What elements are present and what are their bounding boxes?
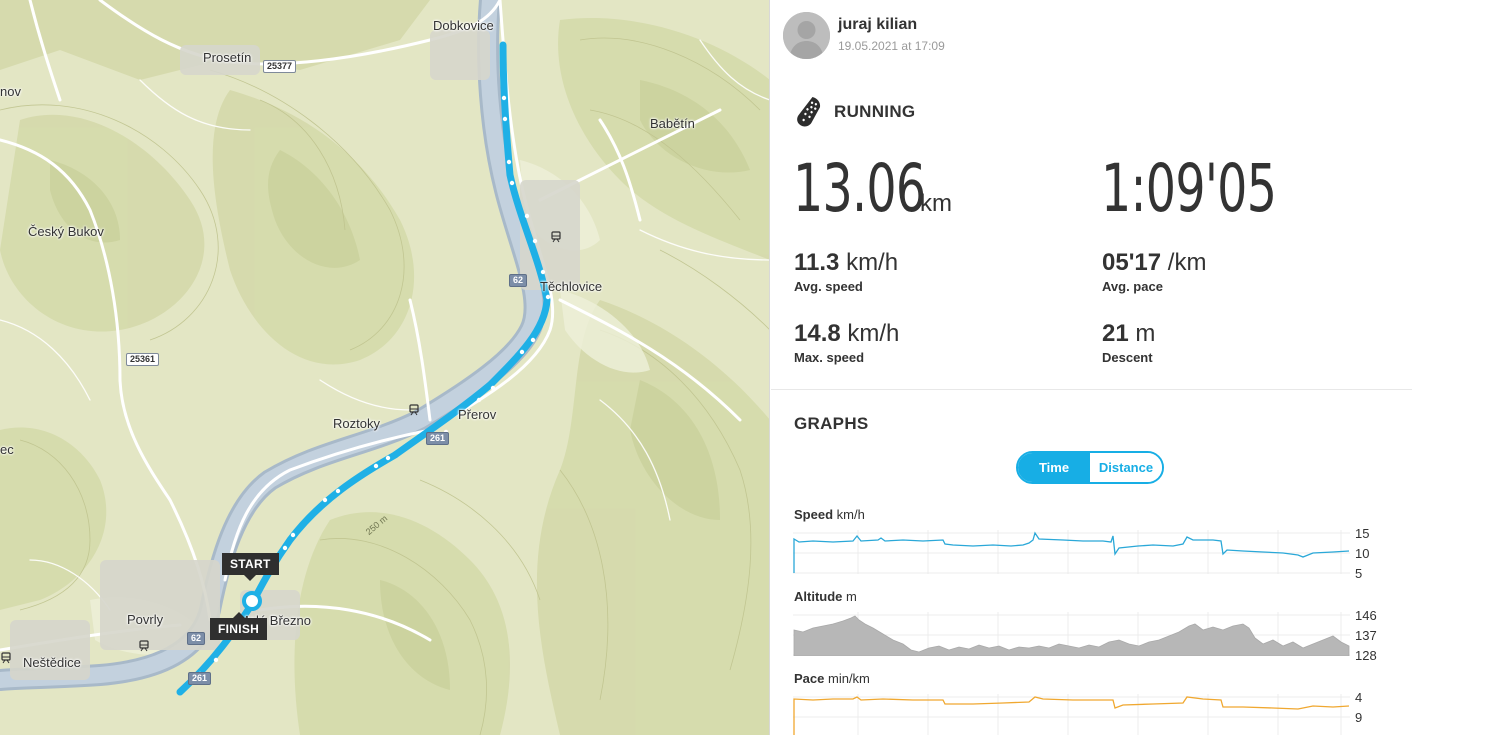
- altitude-tick: 128: [1355, 648, 1377, 663]
- avg-pace-unit: /km: [1167, 249, 1207, 276]
- place-label-nestedice: Neštědice: [23, 655, 81, 670]
- sport-title: RUNNING: [834, 102, 916, 121]
- road-shield-261: 261: [426, 432, 450, 445]
- avg-pace-stat: 05'17 /km: [1102, 249, 1206, 277]
- toggle-time[interactable]: Time: [1018, 453, 1090, 482]
- altitude-graph[interactable]: [793, 612, 1350, 656]
- descent-value: 21: [1102, 320, 1129, 347]
- train-station-icon: [409, 404, 419, 416]
- map-terrain: [0, 0, 769, 735]
- pace-tick: 9: [1355, 710, 1363, 725]
- place-label-roztoky: Roztoky: [333, 416, 380, 431]
- avg-speed-unit: km/h: [846, 249, 899, 276]
- pace-series-line: [793, 696, 1350, 735]
- route-start-marker[interactable]: START: [222, 553, 279, 581]
- altitude-graph-unit: m: [846, 589, 857, 604]
- speed-graph-label: Speed: [794, 507, 834, 522]
- speed-tick: 15: [1355, 526, 1370, 541]
- place-label-povrly: Povrly: [127, 612, 164, 627]
- road-shield-25361: 25361: [126, 353, 160, 366]
- altitude-graph-title: Altitude m: [794, 589, 857, 604]
- running-shoe-icon: [797, 96, 821, 127]
- descent-label: Descent: [1102, 350, 1153, 365]
- road-shield-261: 261: [188, 672, 212, 685]
- place-label-prosetin: Prosetín: [203, 50, 252, 65]
- train-station-icon: [551, 231, 561, 243]
- road-shield-62: 62: [187, 632, 206, 645]
- duration-value: 1:09'05: [1101, 150, 1277, 227]
- distance-value: 13.06: [793, 150, 926, 227]
- place-label-ec: ec: [0, 442, 14, 457]
- altitude-tick: 146: [1355, 608, 1377, 623]
- max-speed-unit: km/h: [847, 320, 900, 347]
- avatar[interactable]: [783, 12, 830, 59]
- speed-series-line: [793, 531, 1350, 573]
- max-speed-stat: 14.8 km/h: [794, 320, 899, 348]
- speed-tick: 10: [1355, 546, 1370, 561]
- distance-unit: km: [920, 190, 952, 217]
- speed-tick: 5: [1355, 566, 1363, 581]
- speed-graph-unit: km/h: [836, 507, 865, 522]
- place-label-nov: nov: [0, 84, 21, 99]
- graphs-title: GRAPHS: [794, 414, 869, 433]
- place-label-cesky-bukov: Český Bukov: [28, 224, 104, 239]
- place-label-techlovice: Těchlovice: [540, 279, 603, 294]
- toggle-distance[interactable]: Distance: [1090, 453, 1162, 482]
- descent-stat: 21 m: [1102, 320, 1155, 348]
- pace-tick: 4: [1355, 690, 1363, 705]
- road-shield-25377: 25377: [263, 60, 297, 73]
- graph-axis-toggle: Time Distance: [1016, 451, 1164, 484]
- place-label-dobkovice: Dobkovice: [433, 18, 494, 33]
- max-speed-label: Max. speed: [794, 350, 865, 365]
- avg-speed-label: Avg. speed: [794, 279, 863, 294]
- activity-date: 19.05.2021 at 17:09: [838, 39, 945, 53]
- user-name[interactable]: juraj kilian: [838, 16, 918, 33]
- descent-unit: m: [1135, 320, 1156, 347]
- user-silhouette-icon: [783, 12, 830, 59]
- avg-speed-value: 11.3: [794, 249, 840, 276]
- avg-pace-label: Avg. pace: [1102, 279, 1163, 294]
- train-station-icon: [139, 640, 149, 652]
- pace-graph-label: Pace: [794, 671, 825, 686]
- avg-speed-stat: 11.3 km/h: [794, 249, 898, 277]
- activity-panel: juraj kilian 19.05.2021 at 17:09 RUNNING…: [771, 0, 1501, 735]
- section-divider: [771, 389, 1412, 390]
- speed-graph-title: Speed km/h: [794, 507, 865, 522]
- road-shield-62: 62: [509, 274, 528, 287]
- altitude-tick: 137: [1355, 628, 1377, 643]
- pace-graph-title: Pace min/km: [794, 671, 870, 686]
- train-station-icon: [1, 652, 11, 664]
- pace-graph-unit: min/km: [828, 671, 870, 686]
- pace-graph[interactable]: [793, 694, 1350, 735]
- route-finish-marker[interactable]: FINISH: [210, 612, 268, 640]
- place-label-babetin: Babětín: [650, 116, 695, 131]
- max-speed-value: 14.8: [794, 320, 841, 347]
- route-map[interactable]: Dobkovice Prosetín nov Babětín Český Buk…: [0, 0, 770, 735]
- altitude-series-area: [793, 615, 1350, 656]
- altitude-graph-label: Altitude: [794, 589, 843, 604]
- avg-pace-value: 05'17: [1102, 249, 1162, 276]
- place-label-prerov: Přerov: [458, 407, 497, 422]
- speed-graph[interactable]: [793, 530, 1350, 574]
